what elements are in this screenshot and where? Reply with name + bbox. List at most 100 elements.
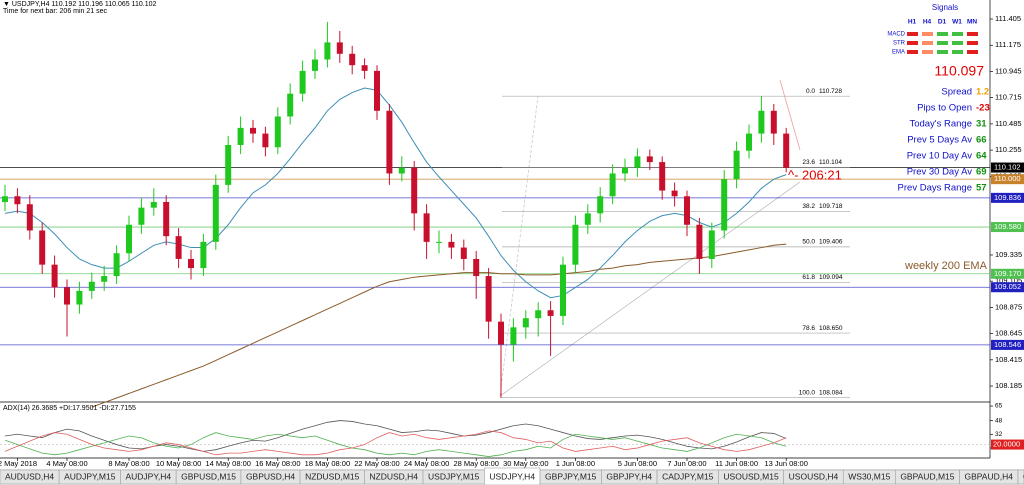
candle-body — [51, 264, 58, 288]
candle-body — [708, 230, 715, 259]
signal-column: W1 — [952, 19, 962, 26]
candle-body — [88, 281, 95, 291]
tab-label[interactable]: GBPJPY,M15 — [545, 471, 597, 481]
tab-label[interactable]: USDJPY,M15 — [428, 471, 480, 481]
price-label: 109.580 — [994, 222, 1021, 231]
tab-label[interactable]: GBPJPY,H4 — [606, 471, 652, 481]
price-label: 110.000 — [994, 174, 1021, 183]
tab-label[interactable]: GBPAUD,M15 — [900, 471, 954, 481]
candle-body — [547, 310, 554, 316]
signal-cell — [952, 32, 963, 36]
tab-label[interactable]: AUDUSD,H4 — [5, 471, 54, 481]
fib-level-label: 38.2 — [802, 203, 815, 210]
trend-line — [779, 79, 801, 151]
tab-label[interactable]: AUDJPY,H4 — [125, 471, 171, 481]
signal-cell — [922, 50, 933, 54]
annotation: weekly 200 EMA — [904, 260, 988, 272]
y-tick-label: 110.255 — [995, 145, 1022, 154]
signal-cell — [952, 50, 963, 54]
candle-body — [584, 213, 591, 225]
indicator-line — [4, 432, 787, 457]
info-label: Today's Range — [909, 119, 972, 130]
level-label-box — [991, 439, 1024, 450]
y-tick-label: 32 — [995, 431, 1003, 438]
signal-column: H1 — [908, 19, 917, 26]
candle-body — [770, 110, 777, 134]
signal-cell — [907, 32, 918, 36]
fib-price-label: 108.650 — [819, 325, 843, 332]
tab[interactable] — [1017, 469, 1024, 485]
tab-label[interactable]: WS30,M15 — [848, 471, 890, 481]
signal-column: H4 — [923, 19, 932, 26]
signal-cell — [967, 32, 978, 36]
candle-body — [14, 196, 21, 205]
signal-cell — [907, 50, 918, 54]
tab-label[interactable]: GBPUSD,M15 — [181, 471, 236, 481]
candle-body — [473, 258, 480, 277]
price-label: 109.836 — [994, 193, 1021, 202]
x-tick-label: 10 May 08:00 — [156, 459, 201, 468]
price-label-box — [991, 162, 1024, 173]
candle-body — [758, 110, 765, 134]
info-label: Prev 10 Day Av — [907, 151, 973, 162]
candle-body — [510, 327, 517, 345]
info-label: Prev Days Range — [898, 183, 972, 194]
tab-label[interactable]: GBPAUD,H4 — [964, 471, 1013, 481]
y-tick-label: 108.185 — [995, 381, 1022, 390]
candle-body — [460, 247, 467, 259]
tab-label[interactable]: GBPUSD,H4 — [246, 471, 295, 481]
fib-level-label: 23.6 — [802, 159, 815, 166]
fib-level-label: 50.0 — [802, 239, 815, 246]
fib-level-label: 61.8 — [802, 274, 815, 281]
candle-body — [634, 156, 641, 168]
candle-body — [64, 287, 70, 305]
tab-label[interactable]: CADJPY,M15 — [662, 471, 714, 481]
candle-body — [746, 133, 752, 151]
x-tick-label: 1 Jun 08:00 — [556, 459, 595, 468]
tab-label[interactable]: NZDUSD,M15 — [305, 471, 360, 481]
candle-body — [237, 127, 244, 145]
signal-column: MN — [967, 19, 977, 26]
y-tick-label: 110.945 — [995, 66, 1022, 75]
candle-body — [436, 241, 442, 243]
candle-body — [572, 224, 579, 265]
tab-label[interactable]: USOUSD,M15 — [723, 471, 779, 481]
candle-body — [423, 213, 430, 242]
tab-label[interactable]: AUDJPY,M15 — [64, 471, 116, 481]
candle-body — [522, 318, 529, 328]
x-tick-label: 28 May 08:00 — [453, 459, 498, 468]
candle-body — [646, 156, 653, 163]
tab-label[interactable]: NZDUSD,H4 — [369, 471, 418, 481]
signal-cell — [952, 41, 963, 45]
x-tick-label: 4 May 08:00 — [46, 459, 87, 468]
tab-label[interactable]: G — [1023, 471, 1024, 481]
signal-cell — [922, 32, 933, 36]
y-tick-label: 108.415 — [995, 355, 1022, 364]
x-tick-label: 16 May 08:00 — [255, 459, 300, 468]
price-label: 108.546 — [994, 340, 1021, 349]
candle-body — [349, 53, 356, 66]
indicator-line — [4, 420, 787, 452]
info-value: 31 — [976, 119, 987, 130]
candle-body — [560, 264, 566, 316]
x-tick-label: 8 May 08:00 — [108, 459, 149, 468]
x-tick-label: 13 Jun 08:00 — [765, 459, 808, 468]
signal-column: D1 — [938, 19, 947, 26]
tab-label[interactable]: USOUSD,H4 — [789, 471, 839, 481]
candle-body — [262, 133, 269, 148]
price-label-box — [991, 174, 1024, 185]
candle-body — [175, 236, 182, 259]
fib-price-label: 109.718 — [819, 203, 843, 210]
price-label: 110.102 — [994, 163, 1021, 172]
price-label-box — [991, 222, 1024, 233]
tab-label[interactable]: USDJPY,H4 — [489, 471, 535, 481]
candle-body — [659, 162, 666, 191]
price-label: 109.170 — [994, 269, 1021, 278]
candle-body — [721, 179, 728, 231]
annotation: ^- 206:21 — [788, 167, 842, 182]
level-label: 20.0000 — [993, 440, 1020, 449]
info-label: Prev 5 Days Av — [907, 135, 972, 146]
candle-body — [188, 258, 194, 269]
candle-body — [274, 116, 281, 148]
